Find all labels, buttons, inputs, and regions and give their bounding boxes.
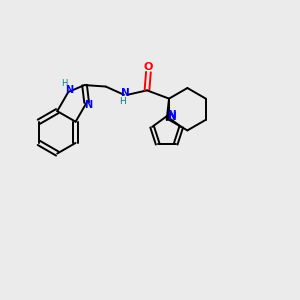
Text: N: N [121,88,129,98]
Text: N: N [84,100,92,110]
Text: H: H [61,79,68,88]
Text: N: N [168,110,176,120]
Text: H: H [119,97,126,106]
Text: N: N [65,85,74,95]
Text: N: N [168,112,176,122]
Text: O: O [144,62,153,72]
